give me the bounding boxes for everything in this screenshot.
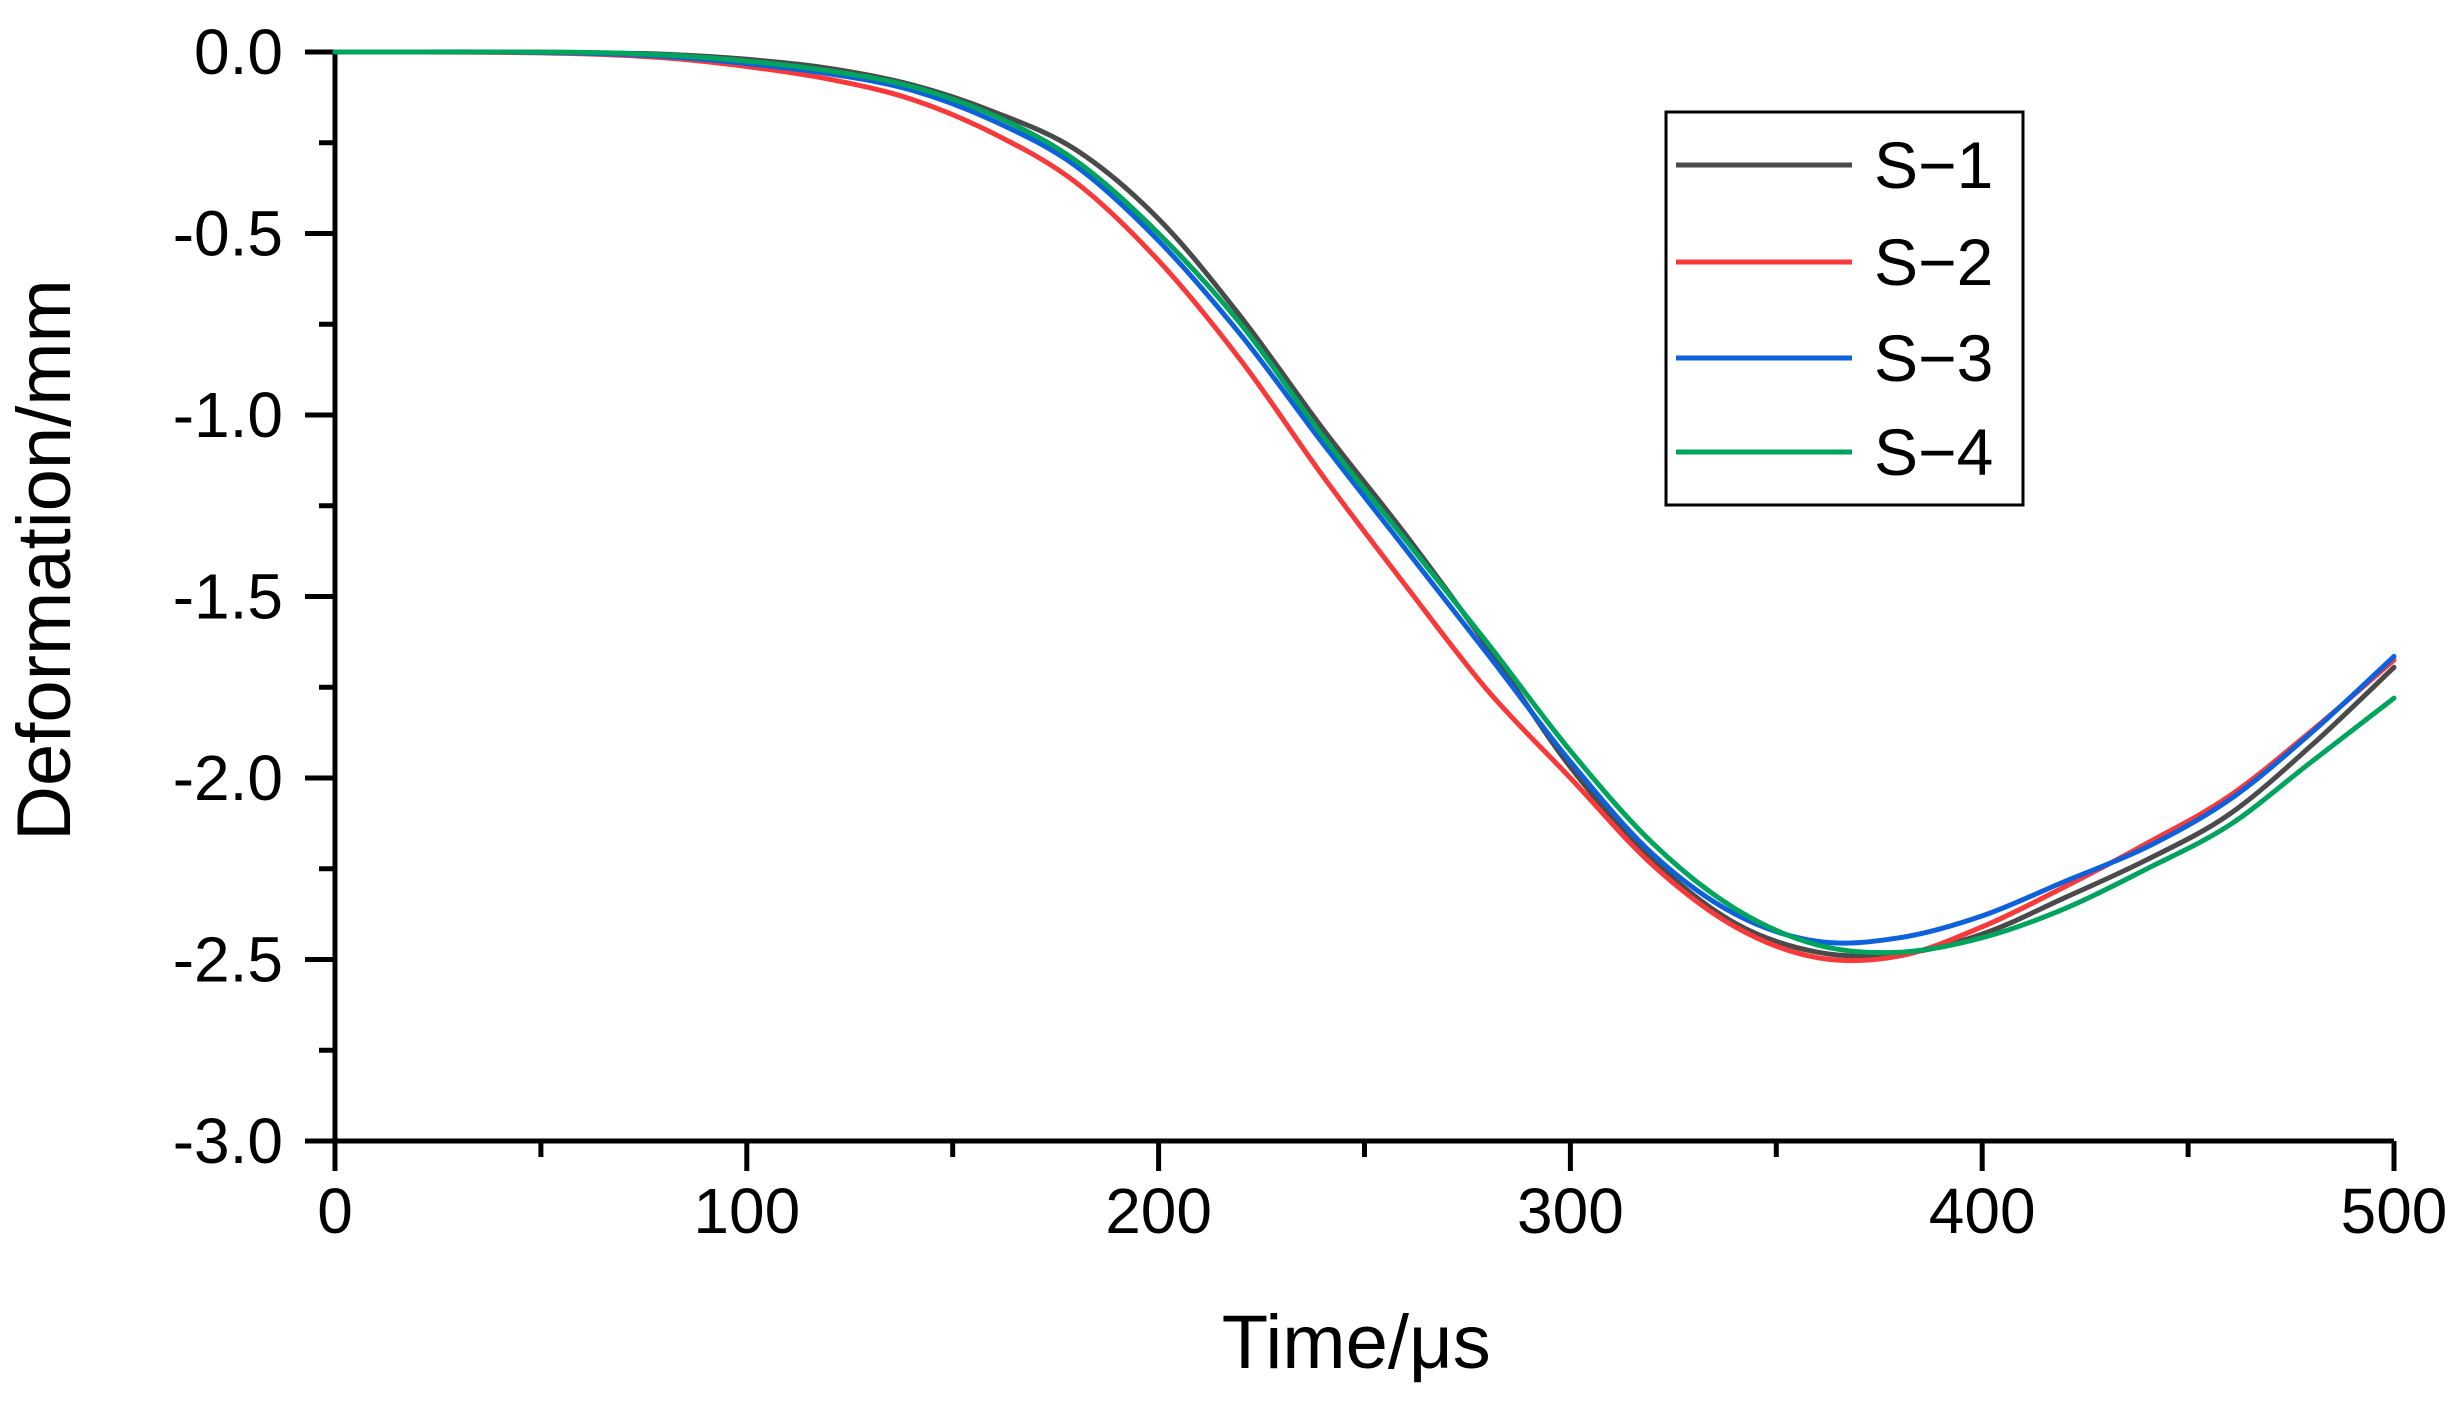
y-axis-title: Deformation/mm bbox=[2, 279, 87, 841]
series-4-curve bbox=[332, 49, 2397, 956]
x-tick-label: 0 bbox=[317, 1175, 353, 1247]
series-3-curve bbox=[332, 49, 2397, 946]
y-tick-label: -1.5 bbox=[173, 561, 283, 633]
series-1-curve bbox=[332, 49, 2397, 959]
x-tick-label: 100 bbox=[693, 1175, 800, 1247]
y-tick-label: -1.0 bbox=[173, 379, 283, 451]
legend-item-2-label: S−2 bbox=[1874, 225, 1993, 299]
y-tick-label: -0.5 bbox=[173, 198, 283, 270]
series-2-curve bbox=[332, 49, 2397, 964]
y-tick-label: -2.0 bbox=[173, 742, 283, 814]
legend-item-3-label: S−3 bbox=[1874, 321, 1993, 395]
y-tick-label: 0.0 bbox=[194, 16, 283, 88]
legend-item-4-label: S−4 bbox=[1874, 415, 1993, 489]
legend-item-1-label: S−1 bbox=[1874, 128, 1993, 202]
legend-box bbox=[1664, 110, 2025, 507]
x-tick-label: 500 bbox=[2341, 1175, 2448, 1247]
x-tick-label: 400 bbox=[1929, 1175, 2036, 1247]
y-tick-label: -3.0 bbox=[173, 1105, 283, 1177]
x-tick-label: 200 bbox=[1105, 1175, 1212, 1247]
y-tick-label: -2.5 bbox=[173, 924, 283, 996]
x-axis-title: Time/μs bbox=[1222, 1300, 1491, 1385]
x-tick-label: 300 bbox=[1517, 1175, 1624, 1247]
